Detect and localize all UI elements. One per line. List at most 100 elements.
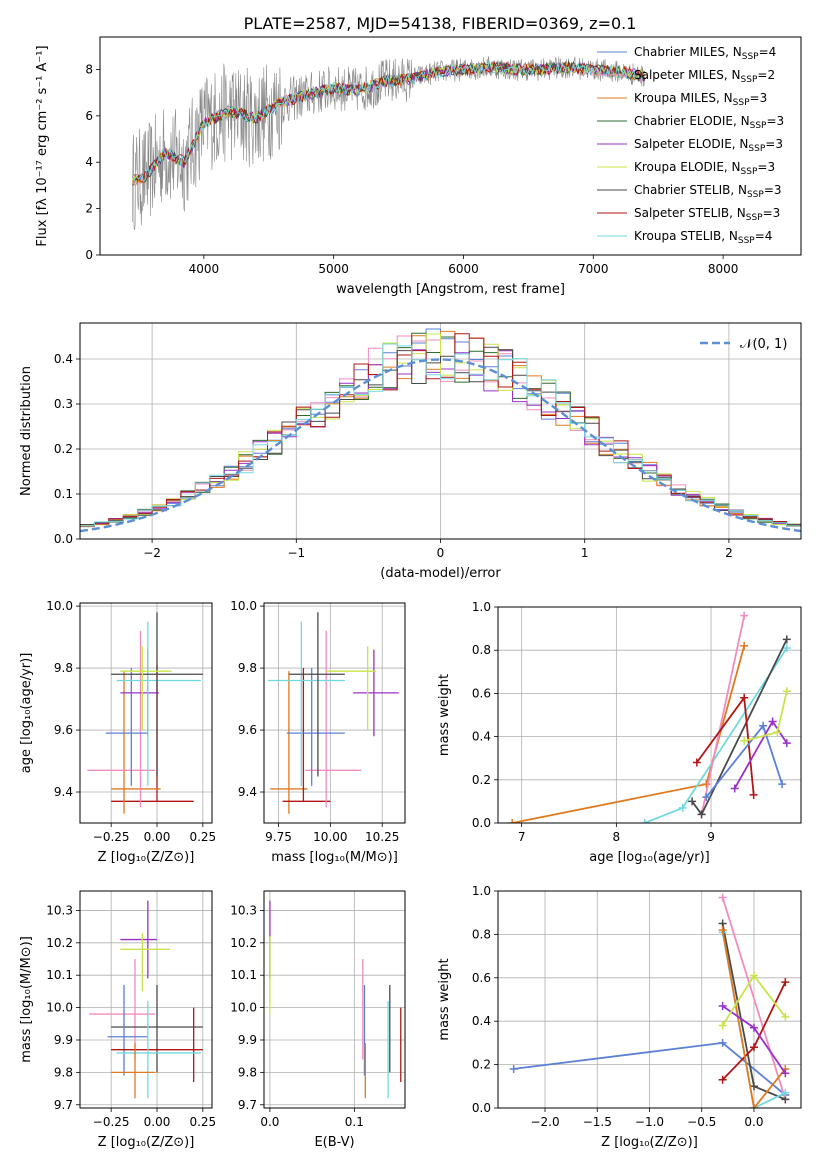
- x-tick-label: 0.0: [744, 1115, 763, 1129]
- x-axis-label: Z [log₁₀(Z/Z⊙)]: [601, 1135, 698, 1150]
- y-tick-label: 9.8: [54, 661, 73, 675]
- mass-weight-marker: [749, 790, 758, 799]
- y-tick-label: 9.6: [238, 723, 257, 737]
- x-tick-label: 0.00: [144, 1115, 171, 1129]
- x-tick-label: 7000: [578, 262, 609, 276]
- x-tick-label: −1: [287, 546, 305, 560]
- legend-entry: Salpeter MILES, NSSP=2: [634, 68, 775, 85]
- x-tick-label: 4000: [189, 262, 220, 276]
- y-tick-label: 9.9: [54, 1033, 73, 1047]
- y-tick-label: 0.0: [472, 816, 491, 830]
- mass-weight-marker: [749, 971, 758, 980]
- x-tick-label: 0.25: [189, 830, 216, 844]
- y-axis-label: mass weight: [437, 674, 452, 756]
- x-tick-label: 9: [707, 830, 715, 844]
- x-tick-label: 2: [725, 546, 733, 560]
- model-spectrum-line: [132, 60, 646, 185]
- plot-frame: [79, 602, 213, 824]
- x-tick-label: 6000: [448, 262, 479, 276]
- plot-frame: [99, 36, 802, 256]
- mass-weight-line: [721, 929, 787, 1108]
- mass-weight-marker: [740, 611, 749, 620]
- y-tick-label: 9.6: [54, 723, 73, 737]
- y-tick-label: 2: [85, 202, 93, 216]
- y-tick-label: 0.1: [54, 487, 73, 501]
- legend-entry: Salpeter ELODIE, NSSP=3: [634, 137, 783, 154]
- mass-weight-marker: [688, 797, 697, 806]
- y-tick-label: 10.3: [230, 903, 257, 917]
- y-tick-label: 0.2: [54, 442, 73, 456]
- mass-weight-marker: [782, 739, 791, 748]
- figure-title: PLATE=2587, MJD=54138, FIBERID=0369, z=0…: [244, 14, 637, 33]
- mass-weight-marker: [730, 784, 739, 793]
- mass-weight-marker: [768, 717, 777, 726]
- x-tick-label: 0: [437, 546, 445, 560]
- x-axis-label: mass [log₁₀(M/M⊙)]: [271, 850, 398, 865]
- plot-frame: [497, 890, 802, 1109]
- x-axis-label: (data-model)/error: [380, 566, 501, 581]
- mass-weight-marker: [740, 641, 749, 650]
- y-tick-label: 10.1: [230, 968, 257, 982]
- legend-entry: Chabrier STELIB, NSSP=3: [634, 183, 782, 200]
- mass-weight-marker: [781, 1012, 790, 1021]
- y-axis-label: Normed distribution: [19, 366, 34, 496]
- plot-frame: [263, 890, 406, 1109]
- x-axis-label: Z [log₁₀(Z/Z⊙)]: [98, 1135, 195, 1150]
- y-tick-label: 10.0: [230, 599, 257, 613]
- age-vs-mass-panel: 9.75 10.00 10.25 9.4 9.6 9.8 10.0 mass [log₁₀(M…: [230, 599, 406, 865]
- y-tick-label: 10.3: [46, 903, 73, 917]
- plot-frame: [79, 322, 802, 540]
- x-tick-label: 8000: [708, 262, 739, 276]
- mass-weight-marker: [759, 721, 768, 730]
- mass-weight-marker: [749, 1082, 758, 1091]
- mass-weight-marker: [740, 693, 749, 702]
- mass-weight-marker: [718, 893, 727, 902]
- y-tick-label: 0.0: [54, 532, 73, 546]
- x-tick-label: −2.0: [530, 1115, 559, 1129]
- y-tick-label: 0.2: [472, 1058, 491, 1072]
- y-axis-label: Flux [fλ 10⁻¹⁷ erg cm⁻² s⁻¹ A⁻¹]: [35, 45, 50, 246]
- legend-entry: Kroupa STELIB, NSSP=4: [634, 229, 772, 246]
- y-tick-label: 9.4: [238, 785, 257, 799]
- x-tick-label: −1.0: [635, 1115, 664, 1129]
- mass-weight-marker: [718, 1021, 727, 1030]
- y-tick-label: 9.7: [54, 1098, 73, 1112]
- y-tick-label: 0.3: [54, 397, 73, 411]
- y-tick-label: 10.1: [46, 968, 73, 982]
- y-tick-label: 0.2: [472, 773, 491, 787]
- x-axis-label: E(B-V): [314, 1135, 354, 1150]
- x-axis-label: Z [log₁₀(Z/Z⊙)]: [98, 850, 195, 865]
- x-tick-label: −0.25: [93, 1115, 130, 1129]
- y-tick-label: 9.8: [238, 1065, 257, 1079]
- x-tick-label: −2: [143, 546, 161, 560]
- x-tick-label: −0.25: [93, 830, 130, 844]
- mass-weight-marker: [749, 1104, 758, 1108]
- mass-weight-marker: [702, 793, 711, 802]
- x-tick-label: −1.5: [583, 1115, 612, 1129]
- legend-entry: Salpeter STELIB, NSSP=3: [634, 206, 780, 223]
- mass-weight-marker: [718, 1038, 727, 1047]
- mass-weight-marker: [781, 1088, 790, 1097]
- mass-weight-line: [721, 897, 787, 1100]
- legend-entry: 𝒩(0, 1): [740, 337, 787, 352]
- plot-frame: [497, 606, 802, 824]
- x-tick-label: 7: [518, 830, 526, 844]
- y-axis-label: mass [log₁₀(M/M⊙)]: [19, 936, 34, 1063]
- y-axis-label: mass weight: [437, 958, 452, 1040]
- residual-histogram-panel: −2 −1 0 1 2 0.0 0.1 0.2 0.3 0.4 (data-model)/error…: [19, 322, 802, 581]
- y-tick-label: 0: [85, 248, 93, 262]
- mass-weight-marker: [773, 728, 782, 737]
- y-tick-label: 1.0: [472, 600, 491, 614]
- x-tick-label: 1: [581, 546, 589, 560]
- mass-weight-marker: [508, 819, 517, 823]
- mass-weight-marker: [782, 635, 791, 644]
- legend-entry: Kroupa MILES, NSSP=3: [634, 91, 767, 108]
- mass-vs-extinction-panel: 0.0 0.1 9.7 9.8 9.9 10.0 10.1 10.2 10.3 E(B-V): [230, 890, 406, 1150]
- x-tick-label: 0.0: [260, 1115, 279, 1129]
- y-tick-label: 10.0: [46, 1001, 73, 1015]
- spectrum-panel: 4000 5000 6000 7000 8000 0 2 4 6 8 wavelength [Ang…: [35, 36, 802, 297]
- mass-weight-marker: [782, 687, 791, 696]
- y-tick-label: 4: [85, 155, 93, 169]
- mass-weight-marker: [781, 1069, 790, 1078]
